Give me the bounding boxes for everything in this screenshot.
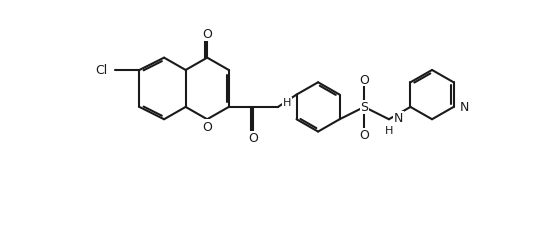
Text: O: O xyxy=(249,132,258,145)
Text: O: O xyxy=(359,73,369,86)
Text: H: H xyxy=(385,126,393,136)
Text: N: N xyxy=(393,112,403,125)
Text: S: S xyxy=(360,101,369,114)
Text: Cl: Cl xyxy=(95,64,107,77)
Text: O: O xyxy=(202,28,212,41)
Text: H: H xyxy=(282,98,291,108)
Text: O: O xyxy=(359,129,369,142)
Text: N: N xyxy=(460,101,469,114)
Text: O: O xyxy=(202,120,212,133)
